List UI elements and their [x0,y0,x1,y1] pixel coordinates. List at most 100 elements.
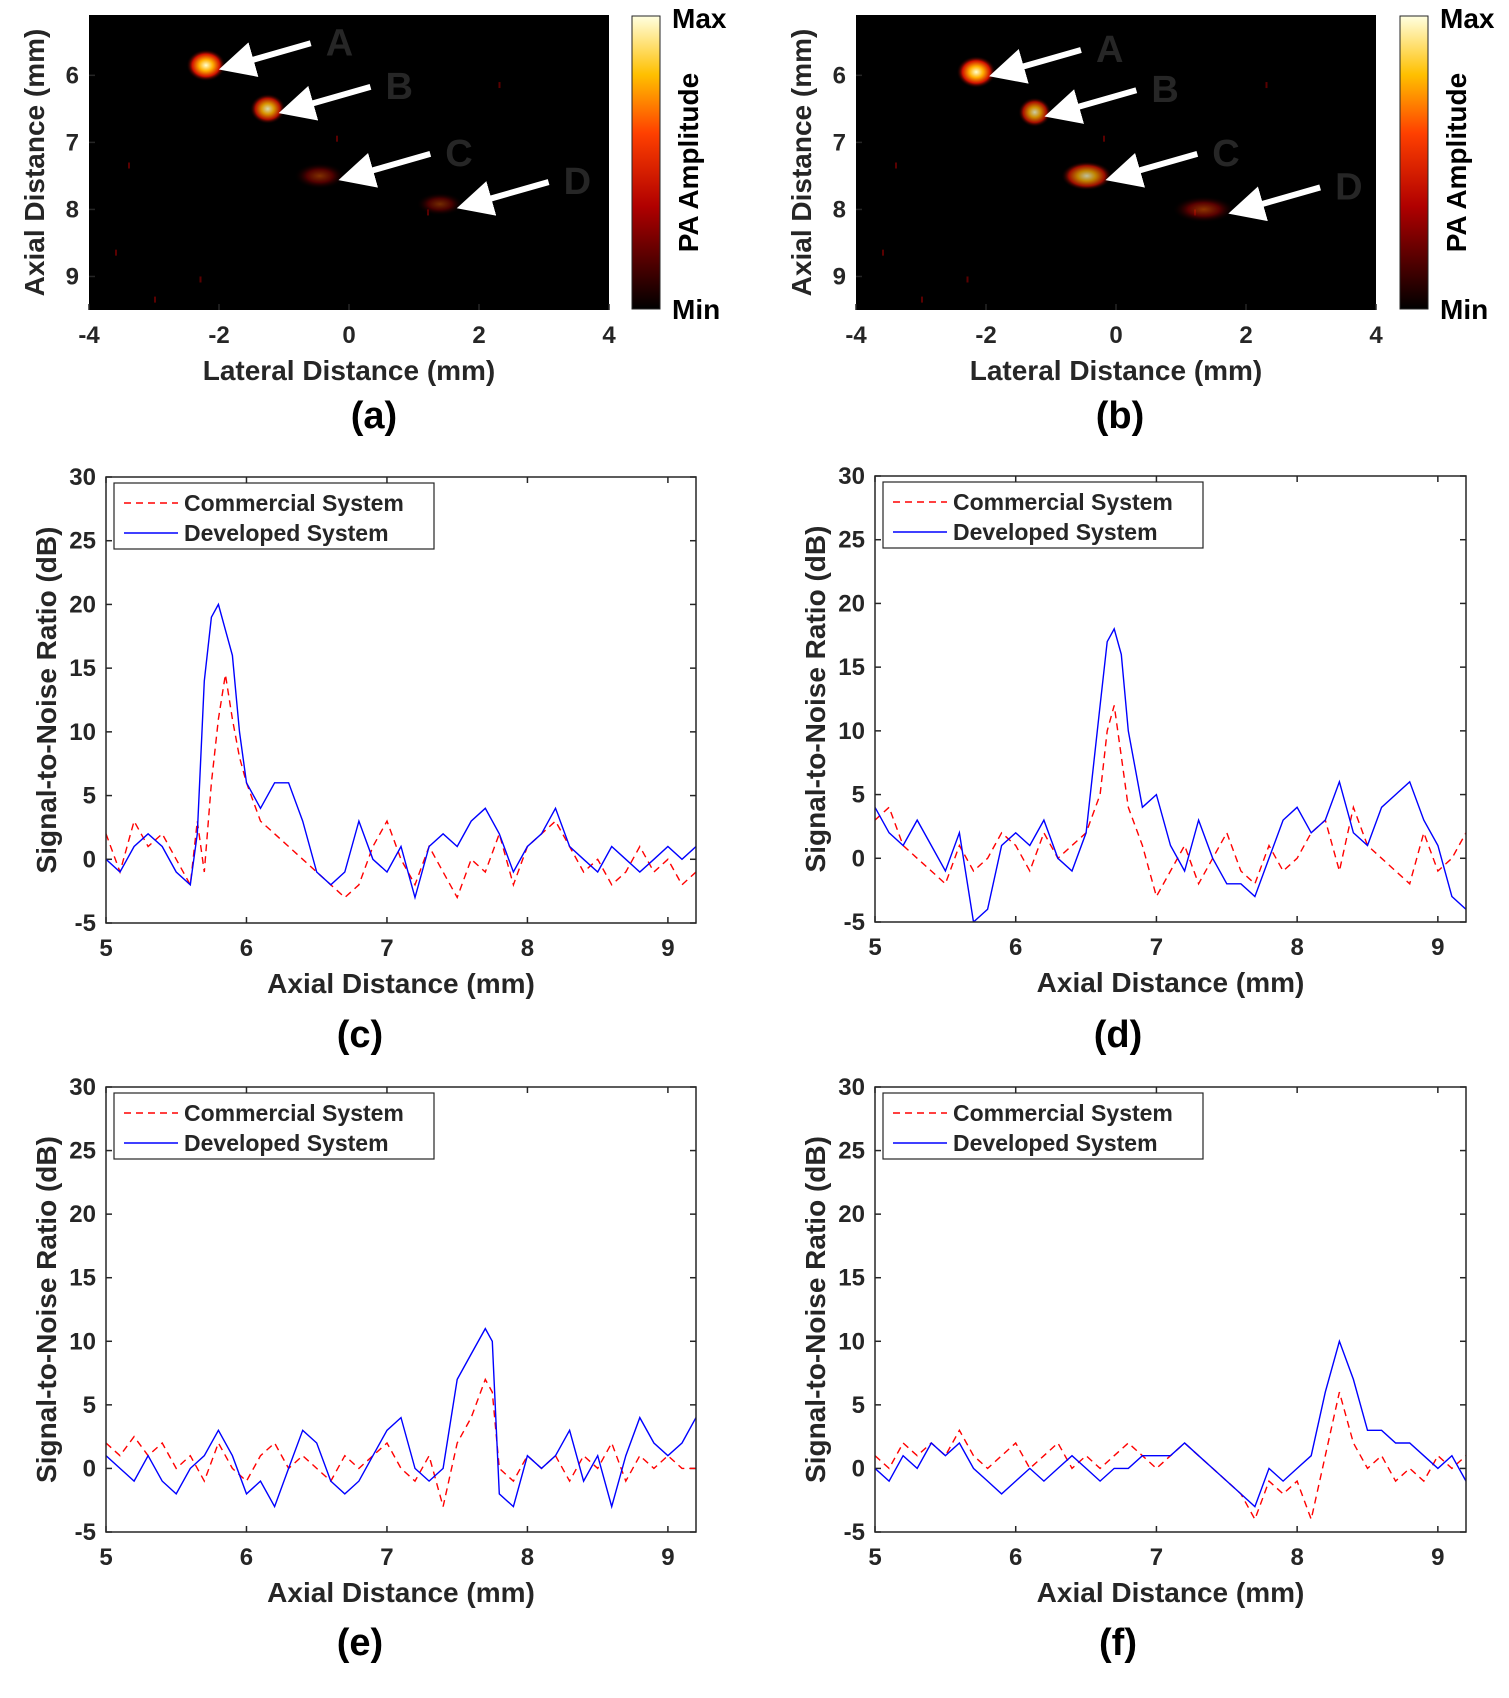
y-tick-label-2-0: -5 [75,910,96,937]
x-tick-label-5-4: 9 [1431,1544,1444,1571]
y-tick-label-5-6: 25 [838,1138,865,1165]
legend-label-4-0: Commercial System [184,1100,404,1126]
panel-2: 5 6 7 8 9 -5 0 5 10 15 20 25 30 Axial Distance (mm) Si… [31,464,697,1056]
x-tick-label-3-4: 9 [1431,934,1444,961]
y-tick-label-3-4: 15 [838,654,865,681]
target-blob-C [294,162,346,189]
x-tick-label-0-3: 2 [472,322,485,349]
y-tick-label-3-1: 0 [852,845,865,872]
plot-area-3 [875,476,1466,922]
heatmap-speck-1-0 [895,162,897,169]
legend-box-4 [113,1092,435,1160]
heatmap-speck-1-4 [1103,135,1105,142]
legend-label-5-1: Developed System [953,1130,1158,1156]
y-axis-label-0: Axial Distance (mm) [19,29,50,297]
x-tick-label-5-0: 5 [868,1544,881,1571]
y-tick-label-5-3: 10 [838,1328,865,1355]
y-axis-label-4: Signal-to-Noise Ratio (dB) [31,1136,62,1483]
legend-label-3-1: Developed System [953,519,1158,545]
heatmap-speck-1-1 [966,276,969,283]
y-tick-label-2-1: 0 [83,846,96,873]
panel-label-5: (f) [1099,1622,1137,1664]
colorbar-max-label-1: Max [1440,3,1495,34]
target-arrow-C [1105,151,1199,188]
x-tick-label-4-0: 5 [99,1544,112,1571]
y-tick-label-5-7: 30 [838,1074,865,1101]
target-blob-B [250,93,286,124]
plot-frame-5 [874,1086,1467,1533]
colorbar-min-label-0: Min [672,294,720,325]
series-line-3-1 [875,627,1466,922]
heatmap-speck-0-6 [154,296,156,303]
target-blob-D [416,192,464,216]
x-tick-label-5-1: 6 [1009,1544,1022,1571]
x-axis-label-3: Axial Distance (mm) [1037,967,1305,998]
y-tick-label-5-2: 5 [852,1392,865,1419]
colorbar-0 [631,15,661,310]
x-tick-label-4-3: 8 [521,1544,534,1571]
legend-box-3 [882,481,1204,549]
x-tick-label-1-2: 0 [1109,322,1122,349]
target-arrow-D [1228,184,1321,222]
colorbar-title-1: PA Amplitude [1441,73,1472,252]
y-tick-label-3-2: 5 [852,782,865,809]
x-tick-label-0-2: 0 [342,322,355,349]
y-axis-label-2: Signal-to-Noise Ratio (dB) [31,527,62,874]
series-line-4-1 [106,1327,696,1510]
colorbar-min-label-1: Min [1440,294,1488,325]
heatmap-speck-0-0 [128,162,130,169]
panel-1: -4 -2 0 2 4 6 7 8 9 Lateral Distance (mm) Axial Di… [786,3,1495,437]
heatmap-speck-0-5 [498,82,501,89]
panel-label-3: (d) [1094,1014,1143,1056]
y-tick-label-4-6: 25 [69,1138,96,1165]
y-tick-label-4-4: 15 [69,1265,96,1292]
y-tick-label-2-5: 20 [69,591,96,618]
y-tick-label-0-2: 8 [66,196,79,223]
x-axis-label-1: Lateral Distance (mm) [970,355,1263,386]
heatmap-speck-1-5 [1265,82,1268,89]
target-blob-C [1061,161,1113,191]
x-tick-label-2-0: 5 [99,935,112,962]
panel-5: 5 6 7 8 9 -5 0 5 10 15 20 25 30 Axial Distance (mm) Si… [800,1074,1467,1664]
target-label-A: A [326,22,353,64]
heatmap-speck-0-4 [336,135,338,142]
y-tick-label-5-5: 20 [838,1201,865,1228]
y-tick-label-3-0: -5 [844,909,865,936]
target-label-B: B [1151,69,1178,111]
x-tick-label-1-4: 4 [1369,322,1383,349]
target-arrow-B [1044,87,1138,124]
y-tick-label-4-7: 30 [69,1074,96,1101]
y-tick-label-2-2: 5 [83,783,96,810]
x-tick-label-2-3: 8 [521,935,534,962]
y-tick-label-1-0: 6 [833,62,846,89]
series-line-3-0 [875,705,1466,899]
legend-label-2-1: Developed System [184,520,389,546]
legend-label-3-0: Commercial System [953,489,1173,515]
target-label-D: D [1335,166,1362,208]
heatmap-speck-1-2 [882,249,884,256]
panel-label-2: (c) [337,1014,383,1056]
heatmap-speck-0-2 [115,249,117,256]
x-tick-label-0-1: -2 [208,322,229,349]
x-tick-label-5-3: 8 [1290,1544,1303,1571]
y-tick-label-5-4: 15 [838,1265,865,1292]
y-tick-label-1-1: 7 [833,129,846,156]
colorbar-1 [1399,15,1429,310]
x-tick-label-4-1: 6 [240,1544,253,1571]
x-tick-label-4-4: 9 [661,1544,674,1571]
y-axis-label-5: Signal-to-Noise Ratio (dB) [800,1136,831,1483]
x-axis-label-0: Lateral Distance (mm) [203,355,496,386]
panel-label-0: (a) [351,395,397,437]
plot-area-5 [875,1087,1466,1532]
series-line-4-0 [106,1377,696,1507]
x-axis-label-4: Axial Distance (mm) [267,1577,535,1608]
target-arrow-A [218,40,312,77]
y-tick-label-3-3: 10 [838,718,865,745]
target-arrow-A [989,47,1082,84]
colorbar-title-0: PA Amplitude [673,73,704,252]
plot-frame-4 [105,1086,697,1533]
series-line-2-1 [106,602,696,901]
x-tick-label-3-0: 5 [868,934,881,961]
y-tick-label-0-1: 7 [66,129,79,156]
